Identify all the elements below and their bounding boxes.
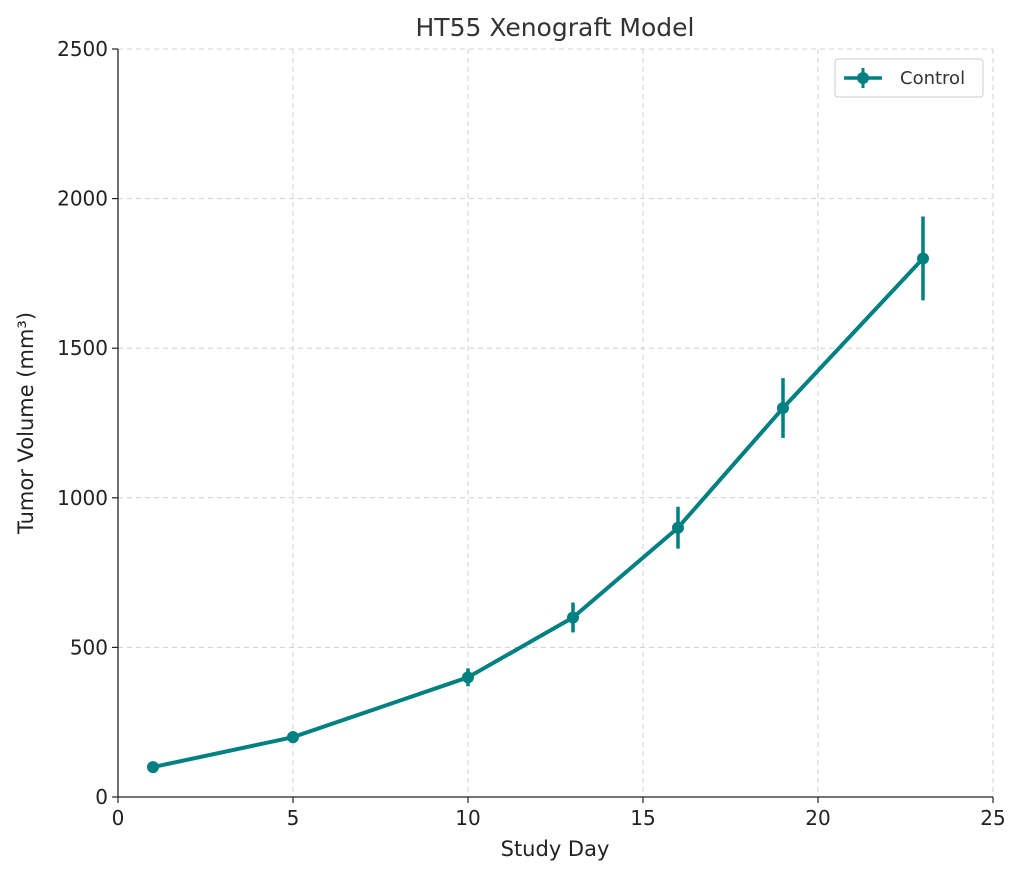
x-tick-label: 25 [980, 806, 1005, 830]
legend-marker-icon [857, 72, 869, 84]
chart-title: HT55 Xenograft Model [416, 13, 695, 42]
y-tick-label: 1500 [57, 336, 108, 360]
legend: Control [834, 58, 984, 98]
y-axis-label: Tumor Volume (mm³) [14, 312, 38, 535]
series-line [152, 257, 925, 770]
axes: 0 5 10 15 20 25 0 500 1000 1500 2000 2500 [57, 37, 1006, 830]
data-point [917, 252, 929, 265]
legend-box [834, 58, 984, 98]
y-tick-label: 500 [70, 635, 108, 659]
data-point [672, 521, 684, 534]
x-tick-label: 0 [112, 806, 125, 830]
y-tick-label: 2500 [57, 37, 108, 61]
y-tick-label: 2000 [57, 187, 108, 211]
grid [117, 48, 994, 798]
data-point [777, 402, 789, 415]
x-tick-label: 15 [630, 806, 655, 830]
legend-label-control: Control [900, 68, 965, 89]
x-tick-label: 20 [805, 806, 830, 830]
data-point [462, 671, 474, 684]
x-axis-label: Study Day [501, 837, 610, 861]
data-point [147, 761, 159, 774]
y-tick-label: 1000 [57, 486, 108, 510]
data-point [567, 611, 579, 624]
x-tick-label: 5 [287, 806, 300, 830]
y-tick-label: 0 [95, 785, 108, 809]
x-tick-label: 10 [455, 806, 480, 830]
series-control [147, 216, 929, 774]
data-point [287, 731, 299, 744]
